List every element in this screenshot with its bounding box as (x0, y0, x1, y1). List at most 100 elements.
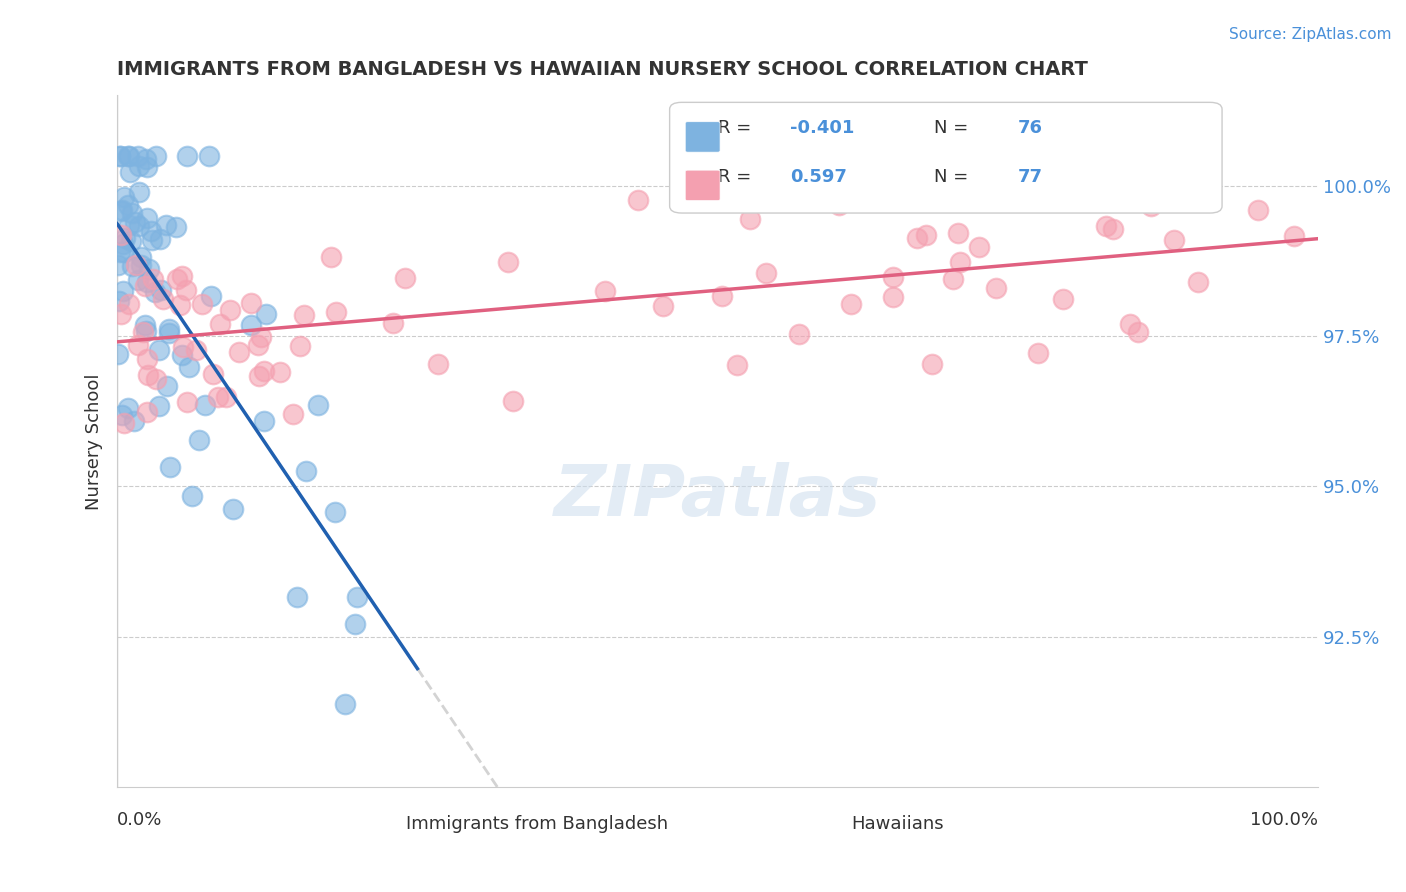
Point (136, 405, 159, 419)
Point (124, 215, 146, 229)
Point (1187, 275, 1209, 289)
Point (502, 393, 524, 408)
Point (253, 414, 276, 428)
Point (157, 322, 180, 336)
Point (135, 352, 157, 367)
Point (198, 148, 221, 162)
Point (128, 159, 150, 173)
Point (127, 338, 149, 352)
Point (118, 218, 141, 232)
Point (1026, 346, 1049, 360)
Point (136, 368, 159, 382)
Point (118, 148, 141, 162)
Point (118, 297, 141, 311)
Point (294, 464, 316, 478)
Point (738, 212, 761, 227)
Point (172, 268, 194, 283)
Point (111, 236, 134, 251)
Point (121, 260, 143, 274)
Point (141, 233, 163, 247)
Text: IMMIGRANTS FROM BANGLADESH VS HAWAIIAN NURSERY SCHOOL CORRELATION CHART: IMMIGRANTS FROM BANGLADESH VS HAWAIIAN N… (117, 60, 1088, 78)
Point (107, 346, 129, 360)
Point (149, 232, 172, 246)
Point (159, 460, 181, 475)
Text: R =: R = (717, 120, 756, 137)
Point (949, 255, 972, 269)
Point (136, 160, 159, 174)
Point (1139, 199, 1161, 213)
Point (755, 266, 778, 280)
Text: Hawaiians: Hawaiians (852, 814, 943, 833)
Point (247, 338, 270, 352)
Point (307, 399, 329, 413)
Point (108, 148, 131, 162)
Point (967, 240, 990, 254)
Point (155, 219, 177, 233)
Point (593, 285, 616, 299)
Point (142, 272, 165, 286)
Point (1101, 221, 1123, 235)
Text: R =: R = (717, 168, 756, 186)
Point (112, 416, 135, 430)
Point (207, 390, 229, 404)
Point (166, 272, 188, 286)
FancyBboxPatch shape (685, 121, 720, 153)
Point (725, 359, 748, 373)
Point (186, 343, 208, 357)
Point (828, 197, 851, 211)
Point (129, 258, 152, 272)
Point (181, 489, 204, 503)
Point (114, 231, 136, 245)
Point (319, 251, 342, 265)
Point (134, 279, 156, 293)
Point (652, 299, 675, 313)
Point (121, 206, 143, 220)
Point (427, 357, 450, 371)
Point (325, 305, 347, 319)
Point (135, 324, 157, 338)
Y-axis label: Nursery School: Nursery School (86, 373, 103, 509)
Point (120, 164, 142, 178)
Text: ZIPatlas: ZIPatlas (554, 462, 882, 531)
Point (107, 258, 129, 272)
Text: 100.0%: 100.0% (1250, 811, 1319, 830)
Point (191, 297, 214, 311)
Point (110, 203, 132, 218)
Point (187, 434, 209, 448)
Point (1052, 292, 1074, 306)
Point (496, 254, 519, 268)
Point (269, 365, 291, 379)
Point (117, 198, 139, 212)
Point (136, 275, 159, 289)
FancyBboxPatch shape (775, 817, 810, 840)
Point (117, 401, 139, 416)
Point (1282, 228, 1305, 243)
Point (239, 295, 262, 310)
Text: -0.401: -0.401 (790, 120, 853, 137)
Point (711, 288, 734, 302)
Point (132, 325, 155, 339)
Point (111, 284, 134, 298)
Point (112, 245, 135, 260)
Point (882, 270, 904, 285)
Point (110, 227, 132, 242)
Point (176, 395, 198, 409)
Point (202, 367, 225, 381)
Point (215, 390, 238, 404)
Point (177, 360, 200, 375)
Point (915, 228, 938, 243)
Point (143, 285, 166, 300)
Text: 76: 76 (1018, 120, 1043, 137)
Point (135, 211, 157, 225)
Point (111, 408, 134, 422)
Point (787, 327, 810, 342)
Text: Immigrants from Bangladesh: Immigrants from Bangladesh (406, 814, 669, 833)
Point (194, 398, 217, 412)
Point (156, 378, 179, 392)
Point (1163, 233, 1185, 247)
Point (382, 316, 405, 330)
Point (128, 219, 150, 234)
Point (169, 298, 191, 312)
Point (627, 193, 650, 207)
Point (139, 224, 162, 238)
